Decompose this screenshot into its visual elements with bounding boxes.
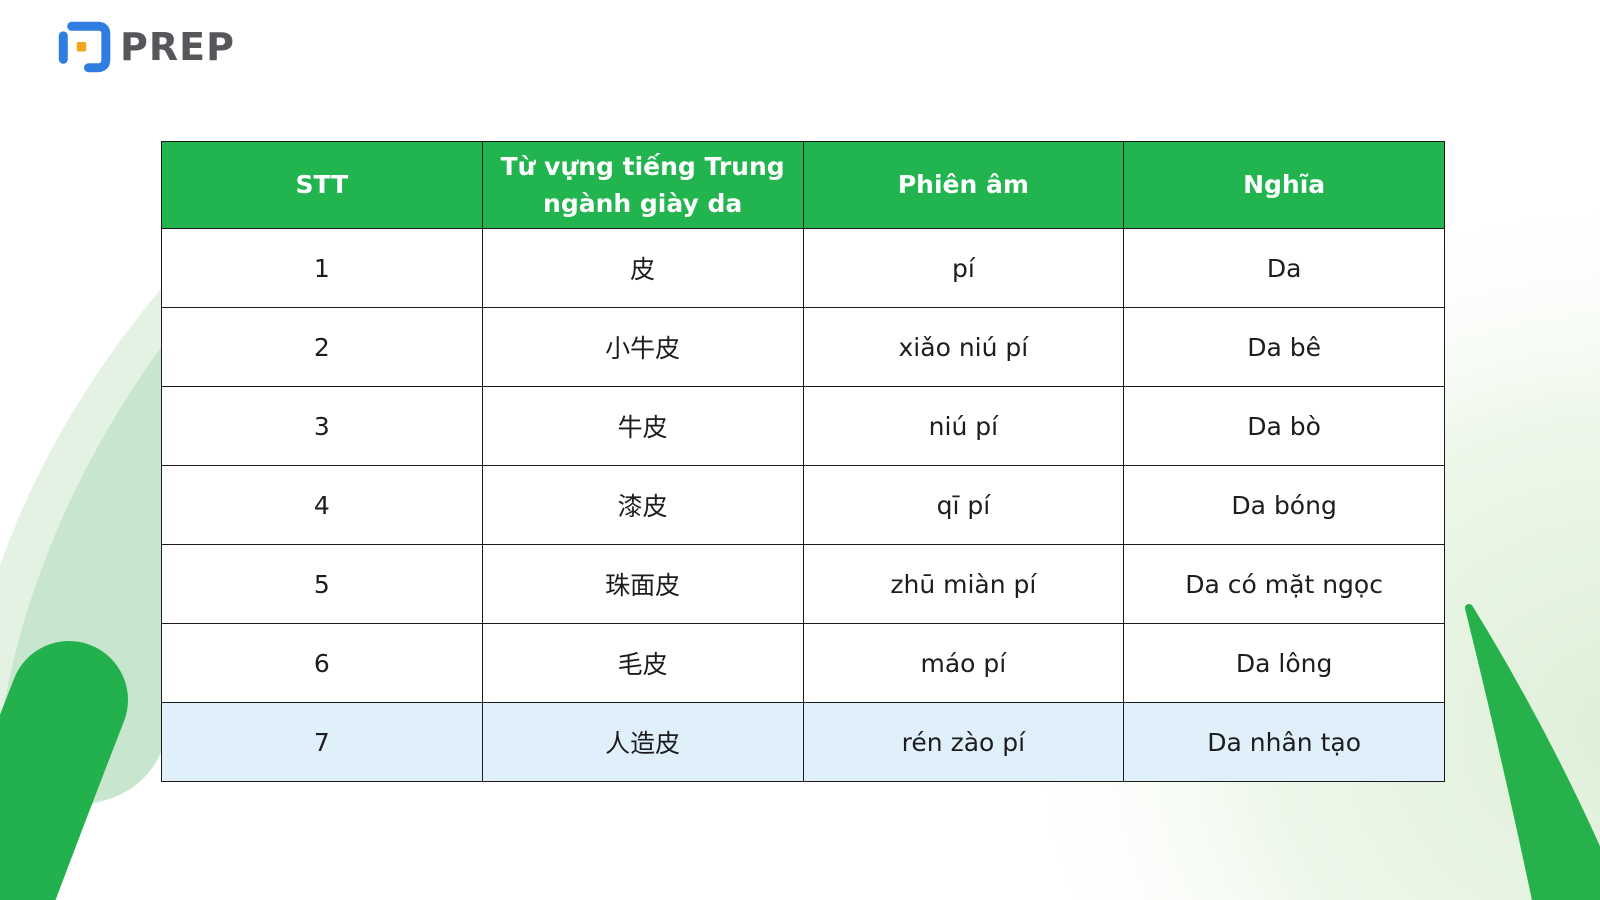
cell-stt: 6 — [161, 623, 483, 703]
cell-meaning: Da bóng — [1123, 465, 1445, 545]
logo-orange-square — [76, 41, 87, 52]
prep-logo: PREP — [56, 19, 235, 75]
table-row: 5 珠面皮 zhū miàn pí Da có mặt ngọc — [161, 544, 1445, 624]
cell-meaning: Da nhân tạo — [1123, 702, 1445, 782]
prep-logo-icon — [58, 21, 111, 73]
cell-stt: 3 — [161, 386, 483, 466]
header-pinyin: Phiên âm — [802, 141, 1125, 229]
vocab-table: STT Từ vựng tiếng Trung ngành giày da Ph… — [161, 141, 1445, 782]
header-meaning: Nghĩa — [1123, 141, 1445, 229]
prep-logo-text: PREP — [120, 25, 235, 69]
cell-meaning: Da bê — [1123, 307, 1445, 387]
cell-meaning: Da có mặt ngọc — [1123, 544, 1445, 624]
cell-word: 人造皮 — [481, 702, 804, 782]
table-row: 6 毛皮 máo pí Da lông — [161, 623, 1445, 703]
cell-pinyin: xiǎo niú pí — [802, 307, 1125, 387]
cell-pinyin: qī pí — [802, 465, 1125, 545]
cell-word: 小牛皮 — [481, 307, 804, 387]
cell-meaning: Da — [1123, 228, 1445, 308]
table-header-row: STT Từ vựng tiếng Trung ngành giày da Ph… — [161, 141, 1445, 229]
header-word: Từ vựng tiếng Trung ngành giày da — [481, 141, 804, 229]
table-row: 2 小牛皮 xiǎo niú pí Da bê — [161, 307, 1445, 387]
cell-pinyin: máo pí — [802, 623, 1125, 703]
cell-pinyin: niú pí — [802, 386, 1125, 466]
table-row: 4 漆皮 qī pí Da bóng — [161, 465, 1445, 545]
dark-green-capsule — [0, 641, 128, 900]
cell-pinyin: pí — [802, 228, 1125, 308]
cell-word: 皮 — [481, 228, 804, 308]
cell-word: 牛皮 — [481, 386, 804, 466]
cell-word: 珠面皮 — [481, 544, 804, 624]
cell-stt: 1 — [161, 228, 483, 308]
green-wedge-right — [1465, 604, 1600, 900]
header-stt: STT — [161, 141, 483, 229]
cell-pinyin: zhū miàn pí — [802, 544, 1125, 624]
cell-meaning: Da bò — [1123, 386, 1445, 466]
cell-pinyin: rén zào pí — [802, 702, 1125, 782]
table-row: 3 牛皮 niú pí Da bò — [161, 386, 1445, 466]
cell-word: 漆皮 — [481, 465, 804, 545]
cell-stt: 4 — [161, 465, 483, 545]
table-row-highlighted: 7 人造皮 rén zào pí Da nhân tạo — [161, 702, 1445, 782]
cell-meaning: Da lông — [1123, 623, 1445, 703]
cell-stt: 5 — [161, 544, 483, 624]
table-row: 1 皮 pí Da — [161, 228, 1445, 308]
cell-word: 毛皮 — [481, 623, 804, 703]
cell-stt: 7 — [161, 702, 483, 782]
cell-stt: 2 — [161, 307, 483, 387]
header-word-label: Từ vựng tiếng Trung ngành giày da — [500, 151, 785, 219]
